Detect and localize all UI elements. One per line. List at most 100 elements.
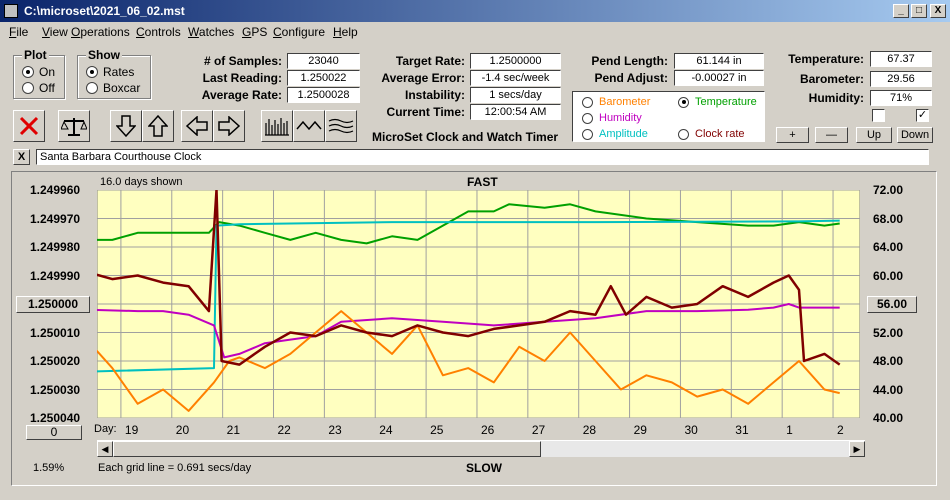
- plot-off-label: Off: [39, 81, 55, 95]
- humidity-value: 71%: [870, 90, 932, 106]
- series-line-0: [97, 203, 840, 245]
- x-axis-tick: 28: [582, 423, 597, 437]
- show-rates-option[interactable]: Rates: [86, 65, 134, 79]
- stop-button[interactable]: [13, 110, 45, 142]
- barometer-label: Barometer:: [799, 72, 864, 86]
- trace-amplitude-option[interactable]: Amplitude: [582, 128, 648, 140]
- series-line-3: [97, 310, 840, 412]
- up-button[interactable]: Up: [856, 127, 892, 143]
- average-rate-label: Average Rate:: [201, 88, 282, 102]
- target-rate-value: 1.2500000: [470, 53, 561, 69]
- right-axis-tick: 68.00: [873, 211, 904, 226]
- horizontal-scrollbar[interactable]: ◀ ▶: [97, 440, 865, 457]
- stop-icon: [19, 116, 39, 136]
- scroll-right-button[interactable]: [213, 110, 245, 142]
- barometer-value: 29.56: [870, 71, 932, 87]
- trace-temperature-option[interactable]: Temperature: [678, 96, 757, 108]
- menu-file[interactable]: File: [9, 25, 29, 39]
- window-title: C:\microset\2021_06_02.mst: [24, 4, 185, 18]
- pend-adjust-label: Pend Adjust:: [594, 71, 668, 85]
- left-checkbox[interactable]: [872, 109, 885, 122]
- show-rates-radio[interactable]: [86, 66, 98, 78]
- menu-watches[interactable]: Watches: [188, 25, 235, 39]
- trace-humidity-label: Humidity: [599, 112, 642, 124]
- scroll-left-button[interactable]: [181, 110, 213, 142]
- plot-off-radio[interactable]: [22, 82, 34, 94]
- menu-operations[interactable]: Operations: [71, 25, 130, 39]
- scroll-left-arrow[interactable]: ◀: [97, 441, 113, 457]
- plot-group: Plot On Off: [13, 48, 65, 99]
- series-line-1: [97, 219, 840, 373]
- right-axis-tick: 40.00: [873, 411, 904, 425]
- trace-amplitude-radio[interactable]: [582, 128, 593, 140]
- samples-value: 23040: [287, 53, 360, 69]
- trace-clock-rate-label: Clock rate: [695, 128, 745, 140]
- triangle-wave-icon: [328, 118, 354, 134]
- samples-label: # of Samples:: [203, 54, 282, 68]
- trace-barometer-radio[interactable]: [582, 96, 593, 108]
- triangle-wave-button[interactable]: [325, 110, 357, 142]
- trace-clock-rate-radio[interactable]: [678, 128, 689, 140]
- rate-chart[interactable]: [97, 190, 860, 418]
- plot-on-label: On: [39, 65, 56, 79]
- minimize-button[interactable]: _: [893, 4, 909, 18]
- app-icon: [4, 4, 18, 18]
- plot-on-option[interactable]: On: [22, 65, 55, 79]
- title-bar: C:\microset\2021_06_02.mst _ □ X: [0, 0, 950, 22]
- show-boxcar-option[interactable]: Boxcar: [86, 81, 140, 95]
- average-rate-value: 1.2500028: [287, 87, 360, 103]
- trace-temperature-radio[interactable]: [678, 96, 689, 108]
- balance-button[interactable]: [58, 110, 90, 142]
- down-button[interactable]: Down: [897, 127, 933, 143]
- right-center-button[interactable]: 56.00: [867, 296, 917, 313]
- graph-panel: [11, 171, 937, 486]
- show-group: Show Rates Boxcar: [77, 48, 151, 99]
- x-axis-tick: 20: [175, 423, 190, 437]
- left-bottom-button[interactable]: 0: [26, 425, 82, 440]
- right-axis-tick: 44.00: [873, 382, 904, 397]
- grid-note-label: Each grid line = 0.691 secs/day: [98, 462, 252, 474]
- temperature-value: 67.37: [870, 51, 932, 67]
- left-axis-tick: 1.249960: [30, 183, 81, 197]
- left-center-button[interactable]: 1.250000: [16, 296, 90, 313]
- minus-button[interactable]: —: [815, 127, 848, 143]
- scroll-down-button[interactable]: [110, 110, 142, 142]
- trace-clock-rate-option[interactable]: Clock rate: [678, 128, 745, 140]
- show-boxcar-radio[interactable]: [86, 82, 98, 94]
- menu-controls[interactable]: Controls: [136, 25, 181, 39]
- sine-wave-button[interactable]: [293, 110, 325, 142]
- trace-barometer-option[interactable]: Barometer: [582, 96, 650, 108]
- right-axis-tick: 48.00: [873, 354, 904, 368]
- menu-help[interactable]: Help: [333, 25, 358, 39]
- scroll-thumb[interactable]: [113, 441, 541, 457]
- plot-off-option[interactable]: Off: [22, 81, 55, 95]
- right-checkbox[interactable]: ✓: [916, 109, 929, 122]
- close-button[interactable]: X: [930, 4, 946, 18]
- x-axis-tick: 26: [480, 423, 495, 437]
- left-axis-tick: 1.249980: [30, 240, 81, 254]
- x-axis-tick: 31: [735, 423, 749, 437]
- scroll-right-arrow[interactable]: ▶: [849, 441, 865, 457]
- average-error-label: Average Error:: [381, 71, 465, 85]
- menu-gps[interactable]: GPS: [242, 25, 268, 39]
- show-group-title: Show: [86, 48, 122, 62]
- trace-humidity-radio[interactable]: [582, 112, 593, 124]
- maximize-button[interactable]: □: [911, 4, 927, 18]
- temperature-label: Temperature:: [788, 52, 864, 66]
- comb-wave-icon: [265, 118, 289, 136]
- clock-name-field[interactable]: Santa Barbara Courthouse Clock: [36, 149, 929, 165]
- menu-configure[interactable]: Configure: [273, 25, 326, 39]
- scroll-up-button[interactable]: [142, 110, 174, 142]
- current-time-value: 12:00:54 AM: [470, 104, 561, 120]
- left-axis-tick: 1.249990: [30, 268, 81, 283]
- trace-temperature-label: Temperature: [695, 96, 757, 108]
- clear-clock-button[interactable]: X: [13, 149, 30, 165]
- trace-humidity-option[interactable]: Humidity: [582, 112, 642, 124]
- plot-on-radio[interactable]: [22, 66, 34, 78]
- left-axis-tick: 1.250030: [30, 382, 81, 397]
- balance-icon: [61, 118, 87, 136]
- menu-view[interactable]: View: [42, 25, 68, 39]
- pend-length-value: 61.144 in: [674, 53, 764, 69]
- comb-wave-button[interactable]: [261, 110, 293, 142]
- plus-button[interactable]: +: [776, 127, 809, 143]
